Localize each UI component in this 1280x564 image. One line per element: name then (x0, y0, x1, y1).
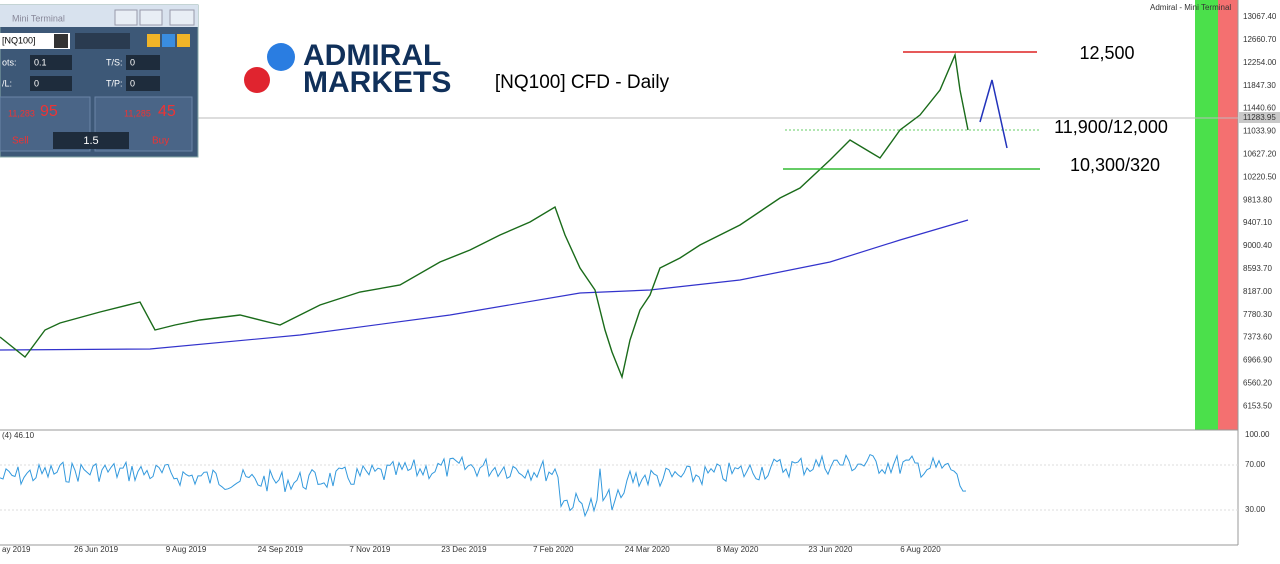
maximize-button[interactable] (139, 9, 163, 26)
window-title: Admiral - Mini Terminal (1150, 3, 1231, 12)
buy-pips: 45 (158, 103, 176, 120)
field-label: T/S: (106, 57, 123, 67)
logo-text: MARKETS (303, 66, 451, 99)
price-axis-label: 12254.00 (1243, 58, 1277, 67)
price-axis-label: 6560.20 (1243, 379, 1272, 388)
window-title: Mini Terminal (12, 13, 65, 23)
green-bar (1195, 0, 1218, 430)
chart-title: [NQ100] CFD - Daily (495, 72, 670, 93)
field-label: /L: (2, 78, 12, 88)
price-axis-label: 9407.10 (1243, 218, 1272, 227)
icon[interactable] (162, 34, 175, 47)
symbol: [NQ100] (2, 35, 36, 45)
icon[interactable] (177, 34, 190, 47)
mini-terminal: Mini Terminal [NQ100] ots: 0.1 T/S: 0 /L… (0, 4, 199, 158)
price-axis-label: 9813.80 (1243, 195, 1272, 204)
date-label: 26 Jun 2019 (74, 545, 119, 554)
input[interactable] (126, 76, 160, 91)
annotation: 11,900/12,000 (1054, 117, 1168, 137)
price-axis-label: 12660.70 (1243, 35, 1277, 44)
symbol-select[interactable] (0, 33, 70, 49)
price-line (0, 52, 969, 380)
field-value: 0.1 (34, 57, 47, 67)
price-axis-label: 9000.40 (1243, 241, 1272, 250)
volume-input[interactable] (53, 132, 129, 149)
price-axis-label: 11847.30 (1243, 81, 1276, 90)
price-axis-label: 7373.60 (1243, 333, 1272, 342)
date-label: 6 Aug 2020 (900, 545, 941, 554)
annotation: 12,500 (1079, 43, 1134, 63)
volume: 1.5 (83, 135, 98, 147)
rsi-axis-label: 100.00 (1245, 430, 1270, 439)
date-label: ay 2019 (2, 545, 31, 554)
date-label: 24 Mar 2020 (625, 545, 670, 554)
rsi-line (0, 453, 967, 518)
annotation: 10,300/320 (1070, 155, 1160, 175)
date-label: 23 Jun 2020 (808, 545, 853, 554)
price-axis-label: 7780.30 (1243, 310, 1272, 319)
input[interactable] (30, 76, 72, 91)
price-axis-label: 8187.00 (1243, 287, 1272, 296)
input[interactable] (30, 55, 72, 70)
current-price: 11283.95 (1243, 113, 1276, 122)
price-axis-label: 13067.40 (1243, 12, 1277, 21)
date-label: 9 Aug 2019 (166, 545, 207, 554)
field-label: ots: (2, 57, 17, 67)
price-axis-label: 10627.20 (1243, 150, 1277, 159)
projection-arrow (979, 79, 1008, 149)
date-label: 23 Dec 2019 (441, 545, 487, 554)
price-axis-label: 11440.60 (1243, 104, 1276, 113)
price-axis-label: 6153.50 (1243, 401, 1272, 410)
sell-label: Sell (12, 136, 29, 147)
close-button[interactable] (169, 9, 195, 26)
rsi-axis-label: 30.00 (1245, 505, 1266, 514)
icon[interactable] (147, 34, 160, 47)
field-label: T/P: (106, 78, 123, 88)
logo-dot (244, 67, 270, 93)
input[interactable] (126, 55, 160, 70)
date-label: 7 Feb 2020 (533, 545, 574, 554)
field-value: 0 (130, 57, 135, 67)
price-axis-label: 11033.90 (1243, 127, 1276, 136)
price-axis-label: 6966.90 (1243, 356, 1272, 365)
price-tag (1239, 112, 1280, 123)
logo-dot (267, 43, 295, 71)
logo-text: ADMIRAL (303, 39, 441, 72)
date-label: 8 May 2020 (717, 545, 759, 554)
date-label: 7 Nov 2019 (349, 545, 390, 554)
sell-price: 11,283 (8, 108, 35, 118)
minimize-button[interactable] (114, 9, 138, 26)
field-value: 0 (34, 78, 39, 88)
red-bar (1218, 0, 1238, 430)
field-value: 0 (130, 78, 135, 88)
price-axis-label: 10220.50 (1243, 172, 1277, 181)
dropdown[interactable] (54, 34, 68, 48)
buy-price: 11,285 (124, 108, 151, 118)
moving-average (0, 219, 969, 351)
sell-pips: 95 (40, 103, 58, 120)
field (75, 33, 130, 49)
date-label: 24 Sep 2019 (258, 545, 304, 554)
rsi-label: (4) 46.10 (2, 431, 35, 440)
price-axis-label: 8593.70 (1243, 264, 1272, 273)
buy-label: Buy (152, 136, 169, 147)
rsi-axis-label: 70.00 (1245, 460, 1266, 469)
